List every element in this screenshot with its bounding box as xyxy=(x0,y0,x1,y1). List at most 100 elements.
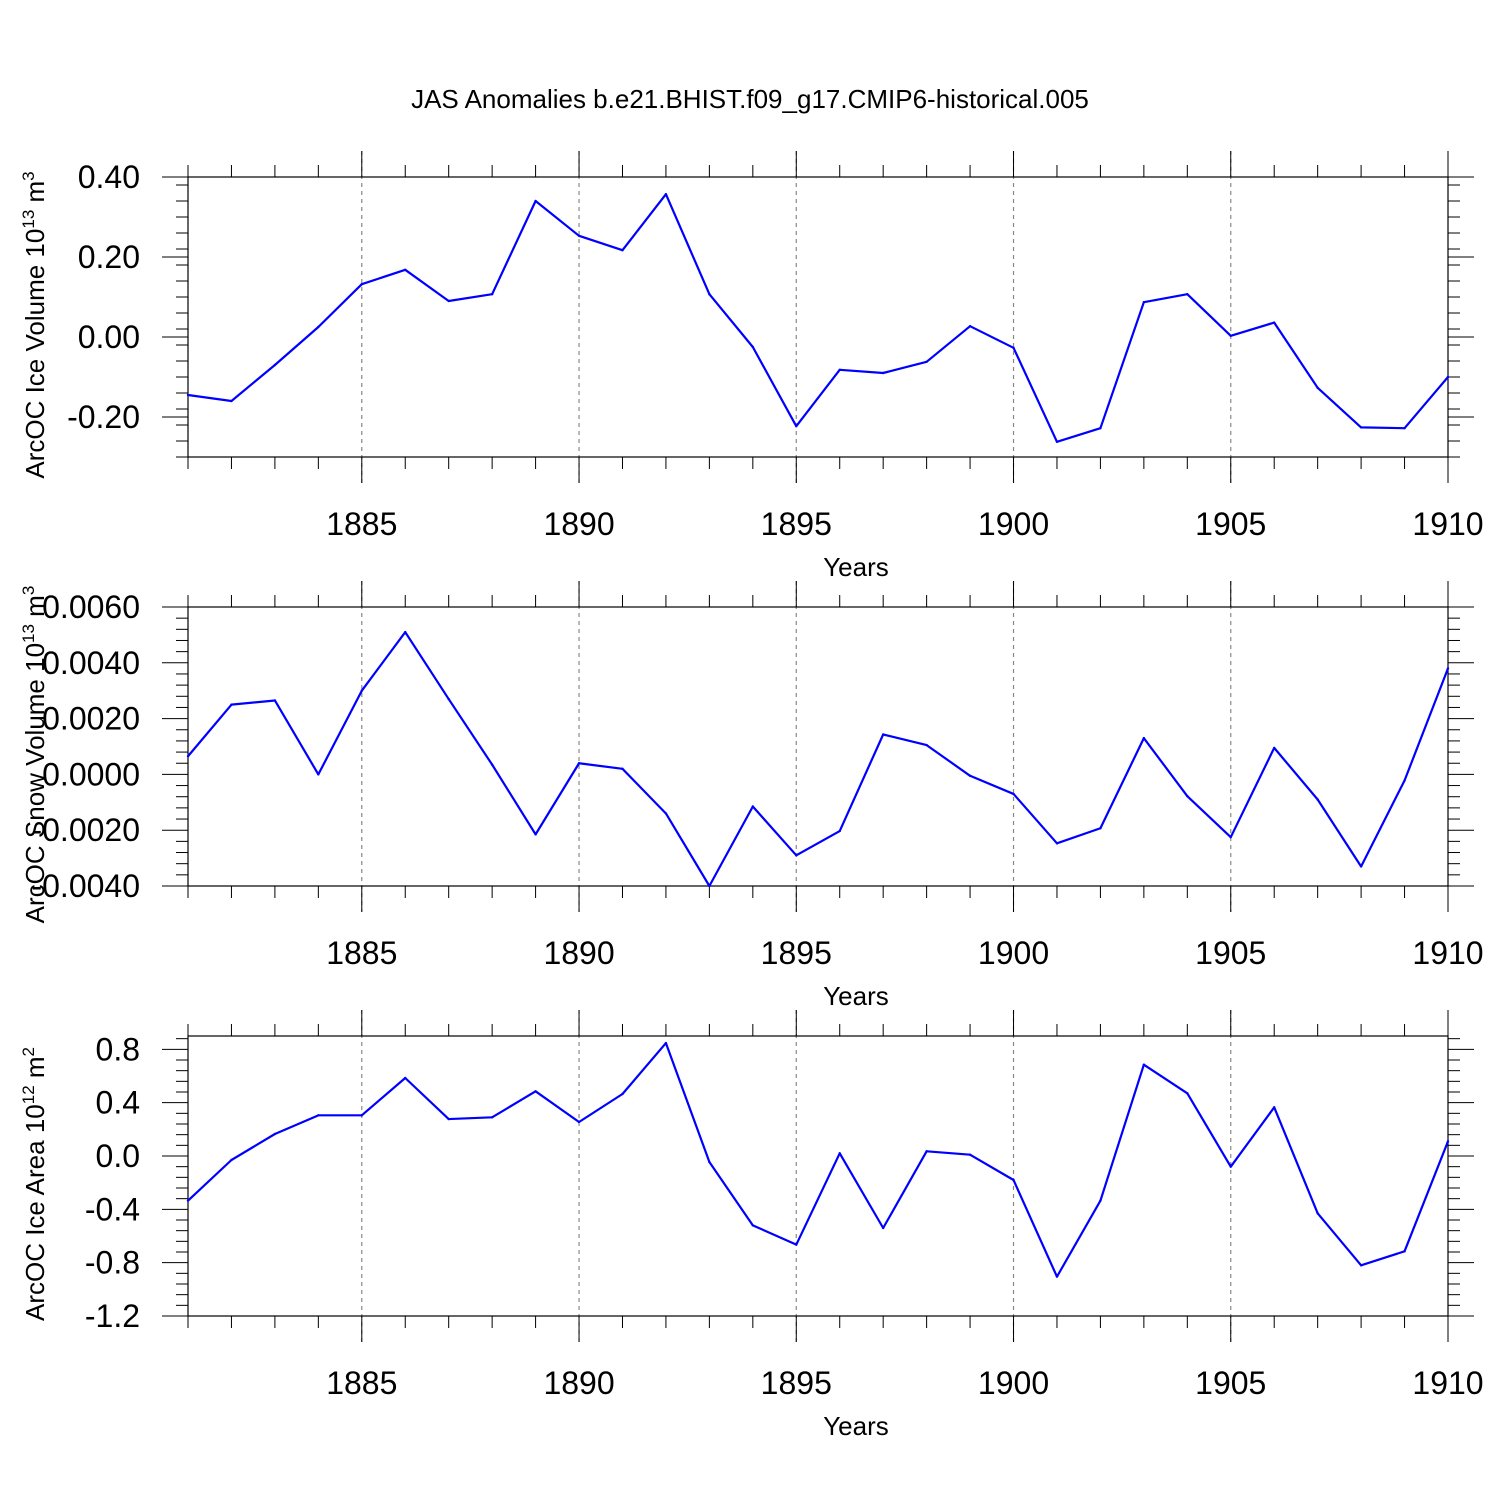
data-point xyxy=(230,399,233,403)
data-point xyxy=(664,193,668,196)
y-tick-label: 0.0040 xyxy=(42,645,140,681)
data-point xyxy=(1316,1212,1319,1215)
x-tick-label: 1890 xyxy=(543,1365,614,1401)
x-tick-label: 1885 xyxy=(326,506,397,542)
plot-frame xyxy=(187,1035,1449,1317)
y-axis-label-part: 3 xyxy=(19,586,38,595)
data-point xyxy=(1142,301,1146,304)
data-point xyxy=(1359,1264,1363,1267)
data-point xyxy=(925,360,928,363)
data-point xyxy=(317,773,320,776)
y-tick-label: 0.20 xyxy=(78,239,140,275)
chart-panel-1: 1885 1890 1895 1900 1905 1910 Years -0.20 0.00 0.… xyxy=(19,151,1484,582)
data-point xyxy=(273,363,277,367)
data-point xyxy=(1446,667,1450,670)
y-axis-label-part: ArcOC Ice Volume 10 xyxy=(20,229,50,479)
y-tick-label: 0.0020 xyxy=(42,701,140,737)
x-tick-label: 1910 xyxy=(1412,506,1483,542)
data-point xyxy=(838,1152,841,1155)
data-point xyxy=(795,425,798,428)
data-point xyxy=(317,1114,320,1117)
x-tick-label: 1900 xyxy=(978,1365,1049,1401)
data-point xyxy=(1273,746,1276,750)
x-tick-label: 1910 xyxy=(1412,1365,1483,1401)
data-point xyxy=(1229,835,1232,839)
x-tick-label: 1910 xyxy=(1412,935,1483,971)
data-point xyxy=(273,1132,277,1136)
data-point xyxy=(1186,794,1189,798)
panels: 1885 1890 1895 1900 1905 1910 Years -0.20 0.00 0.… xyxy=(19,151,1484,1441)
data-point xyxy=(1055,440,1059,443)
data-point xyxy=(1099,1199,1102,1202)
y-axis-label: ArcOC Snow Volume 1013 m3 xyxy=(19,586,50,924)
data-point xyxy=(708,293,711,296)
data-point xyxy=(1316,386,1319,389)
data-point xyxy=(1186,1092,1189,1095)
y-tick-label: 0.0 xyxy=(96,1138,140,1174)
x-axis-label: Years xyxy=(823,981,889,1011)
data-point xyxy=(404,268,407,271)
data-point xyxy=(708,884,711,888)
y-axis-label-part: ArcOC Snow Volume 10 xyxy=(20,643,50,923)
data-point xyxy=(1273,321,1276,324)
series-line xyxy=(187,631,1450,888)
data-point xyxy=(404,630,407,634)
data-point xyxy=(1099,427,1102,430)
y-axis-label-part: 12 xyxy=(19,1085,38,1104)
data-point xyxy=(317,325,320,329)
data-point xyxy=(1403,427,1406,430)
data-point xyxy=(490,1116,494,1119)
data-point xyxy=(577,762,581,765)
y-tick-label: 0.0000 xyxy=(42,756,140,792)
x-axis-label: Years xyxy=(823,1411,889,1441)
data-point xyxy=(186,393,190,397)
data-point xyxy=(360,283,363,286)
data-point xyxy=(968,774,972,777)
data-point xyxy=(534,833,537,836)
data-point xyxy=(838,368,841,371)
data-point xyxy=(621,249,624,252)
data-point xyxy=(273,699,277,702)
data-point xyxy=(751,805,755,808)
y-axis-label-part: m xyxy=(20,181,50,210)
chart-panel-2: 1885 1890 1895 1900 1905 1910 Years -0.0040 -0.0… xyxy=(19,581,1484,1011)
data-point xyxy=(1229,1165,1232,1168)
x-tick-label: 1900 xyxy=(978,506,1049,542)
data-point xyxy=(490,763,494,766)
y-axis-label-part: 13 xyxy=(19,624,38,643)
x-axis-label: Years xyxy=(823,552,889,582)
data-point xyxy=(1229,334,1232,337)
series-line xyxy=(187,193,1449,443)
data-point xyxy=(708,1160,711,1164)
plot-frame xyxy=(187,176,1449,458)
data-point xyxy=(186,1199,190,1202)
data-point xyxy=(751,1224,755,1227)
data-point xyxy=(968,325,972,328)
data-point xyxy=(1099,827,1102,830)
data-point xyxy=(968,1153,972,1156)
y-axis-label-part: ArcOC Ice Area 10 xyxy=(20,1104,50,1321)
data-point xyxy=(881,371,885,375)
data-point xyxy=(1012,1178,1015,1182)
x-tick-label: 1905 xyxy=(1195,935,1266,971)
data-point xyxy=(534,199,537,203)
x-tick-label: 1895 xyxy=(761,506,832,542)
data-point xyxy=(925,743,928,747)
data-point xyxy=(230,703,233,706)
data-point xyxy=(1012,346,1015,349)
data-point xyxy=(1446,1140,1450,1143)
data-point xyxy=(230,1158,233,1162)
data-point xyxy=(447,299,450,303)
y-tick-label: 0.8 xyxy=(96,1031,140,1067)
y-axis-label-part: m xyxy=(20,1056,50,1085)
y-tick-label: -0.0020 xyxy=(31,812,140,848)
data-point xyxy=(1273,1106,1276,1109)
y-axis-label: ArcOC Ice Area 1012 m2 xyxy=(19,1047,50,1321)
x-tick-label: 1885 xyxy=(326,935,397,971)
y-tick-label: -1.2 xyxy=(85,1298,140,1334)
data-point xyxy=(1142,1063,1146,1066)
data-point xyxy=(360,689,363,692)
data-point xyxy=(404,1076,407,1080)
data-point xyxy=(490,293,494,296)
data-point xyxy=(838,829,841,833)
